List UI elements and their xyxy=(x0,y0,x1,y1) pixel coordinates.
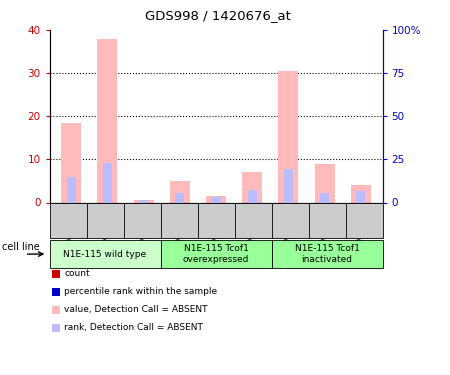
Bar xyxy=(279,71,298,202)
Bar xyxy=(356,191,365,202)
Bar xyxy=(212,197,220,202)
Text: rank, Detection Call = ABSENT: rank, Detection Call = ABSENT xyxy=(64,323,203,332)
Bar xyxy=(67,177,76,203)
Text: percentile rank within the sample: percentile rank within the sample xyxy=(64,287,217,296)
Bar xyxy=(206,196,226,202)
Text: N1E-115 Tcof1
overexpressed: N1E-115 Tcof1 overexpressed xyxy=(183,244,249,264)
Bar xyxy=(320,193,329,202)
Bar xyxy=(242,172,262,202)
Bar xyxy=(176,193,184,202)
Text: N1E-115 wild type: N1E-115 wild type xyxy=(63,250,147,259)
Text: GDS998 / 1420676_at: GDS998 / 1420676_at xyxy=(145,9,291,22)
Bar xyxy=(134,200,153,202)
Bar xyxy=(170,181,190,203)
Text: N1E-115 Tcof1
inactivated: N1E-115 Tcof1 inactivated xyxy=(295,244,360,264)
Bar xyxy=(98,39,117,203)
Bar xyxy=(61,123,81,202)
Bar xyxy=(103,163,112,202)
Text: count: count xyxy=(64,269,90,278)
Bar xyxy=(315,164,334,202)
Bar xyxy=(351,185,371,202)
Text: cell line: cell line xyxy=(2,242,40,252)
Bar xyxy=(284,169,293,202)
Bar xyxy=(139,200,148,202)
Bar xyxy=(248,190,256,202)
Text: value, Detection Call = ABSENT: value, Detection Call = ABSENT xyxy=(64,305,208,314)
